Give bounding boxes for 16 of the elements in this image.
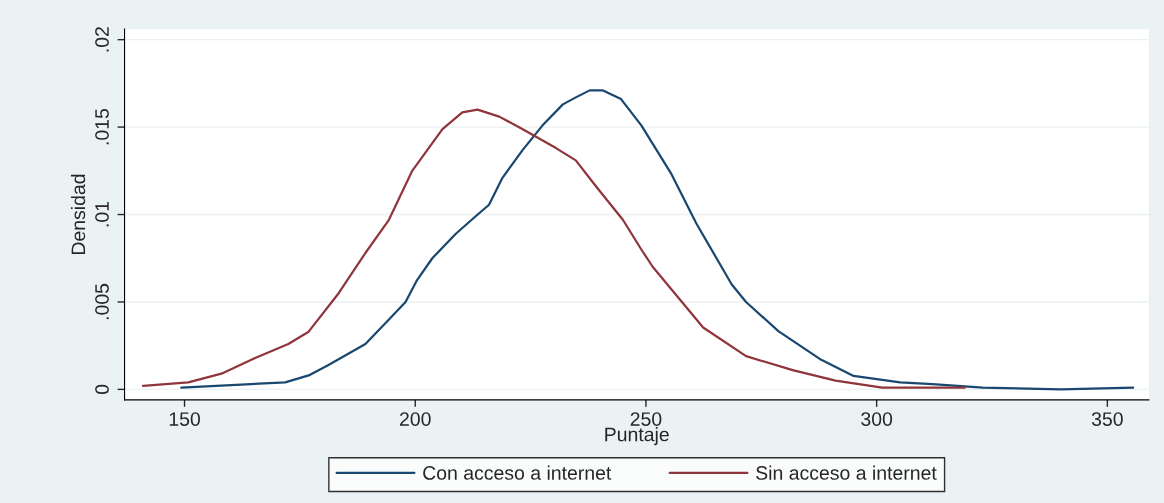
legend-label: Sin acceso a internet bbox=[756, 465, 937, 480]
x-tick-label: 350 bbox=[1091, 412, 1123, 426]
y-tick-label: .015 bbox=[95, 108, 109, 145]
line-series bbox=[180, 89, 1135, 391]
y-axis-title: Densidad bbox=[70, 174, 86, 255]
y-tick-label: 0 bbox=[95, 384, 109, 395]
x-axis-title: Puntaje bbox=[605, 427, 669, 446]
legend-label: Con acceso a internet bbox=[423, 465, 612, 480]
y-tick-label: .02 bbox=[95, 27, 109, 52]
x-tick-label: 300 bbox=[861, 412, 893, 426]
line-series bbox=[141, 108, 966, 389]
x-tick-label: 150 bbox=[169, 412, 200, 426]
y-tick-label: .005 bbox=[95, 283, 109, 320]
y-tick-label: .01 bbox=[95, 201, 109, 227]
x-tick-label: 250 bbox=[630, 412, 662, 426]
x-tick-label: 200 bbox=[399, 412, 431, 426]
